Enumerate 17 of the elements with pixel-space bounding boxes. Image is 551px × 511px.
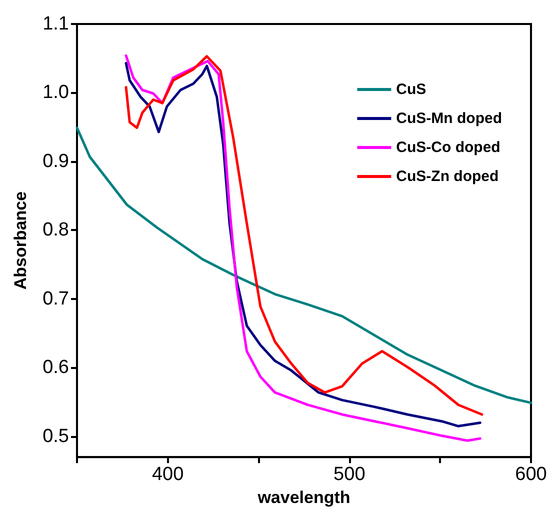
y-tick-label: 1.0 (42, 82, 69, 104)
y-axis-title: Absorbance (11, 191, 30, 290)
legend-label: CuS-Zn doped (396, 168, 499, 185)
legend-label: CuS-Mn doped (396, 110, 502, 127)
legend-label: CuS (396, 81, 426, 98)
y-tick-label: 0.5 (42, 426, 69, 447)
x-axis-title: wavelength (256, 488, 350, 507)
y-tick-label: 0.9 (42, 150, 69, 172)
y-tick-label: 1.1 (42, 14, 69, 34)
y-tick-label: 0.7 (42, 288, 69, 310)
x-tick-label: 400 (152, 464, 184, 486)
y-tick-label: 0.8 (42, 220, 69, 241)
x-tick-label: 500 (334, 464, 366, 486)
y-tick-label: 0.6 (42, 357, 69, 378)
legend-label: CuS-Co doped (396, 139, 500, 156)
line-series (76, 126, 532, 404)
x-tick-label: 600 (515, 464, 547, 486)
